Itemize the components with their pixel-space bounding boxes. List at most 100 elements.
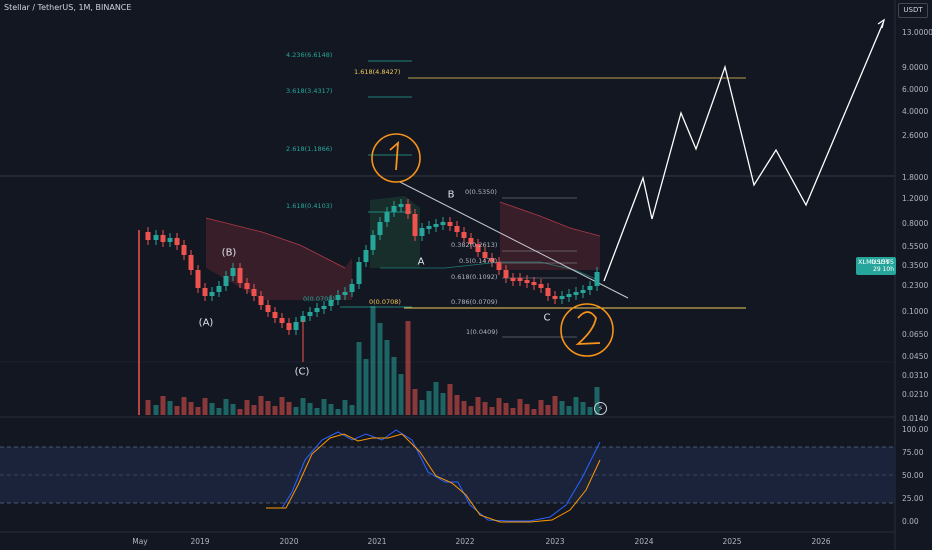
candle-body (300, 316, 306, 322)
volume-bar (391, 357, 397, 415)
candle-body (433, 224, 439, 227)
annotation-digit-2 (575, 311, 601, 346)
fib-label: 0(0.0708) (369, 298, 401, 306)
fib-label: 2.618(1.1866) (286, 145, 333, 153)
price-tick: 0.0140 (902, 414, 929, 423)
volume-bar (153, 405, 159, 415)
fib-label: 3.618(3.4317) (286, 87, 333, 95)
projection-arrowhead (877, 18, 886, 29)
candle-body (145, 232, 151, 240)
projection-path[interactable] (603, 22, 884, 282)
volume-bar (223, 399, 229, 415)
volume-bar (545, 405, 551, 415)
candle-body (160, 235, 166, 242)
candle-body (587, 286, 593, 290)
volume-bar (370, 306, 376, 415)
volume-bar (174, 406, 180, 415)
candle-body (482, 252, 488, 258)
time-tick: 2019 (190, 537, 210, 546)
candle-body (573, 292, 579, 295)
candle-body (202, 288, 208, 296)
volume-bar (160, 396, 166, 415)
volume-bar (468, 406, 474, 415)
volume-bar (594, 387, 600, 415)
candle-body (174, 238, 180, 245)
annotation-circle-1[interactable] (371, 133, 421, 183)
candle-body (286, 323, 292, 330)
candle-body (195, 270, 201, 288)
price-tick: 0.1000 (902, 307, 929, 316)
volume-bar (580, 402, 586, 415)
volume-bar (489, 407, 495, 415)
candle-body (398, 204, 404, 207)
volume-bar (587, 407, 593, 415)
candle-body (279, 318, 285, 323)
candle-body (517, 278, 523, 281)
volume-bar (356, 342, 362, 415)
volume-bar (251, 405, 257, 415)
candle-body (153, 235, 159, 240)
wave-label: (A) (198, 317, 214, 329)
candle-body (363, 250, 369, 262)
time-tick: 2023 (545, 537, 565, 546)
candle-body (461, 232, 467, 238)
volume-bar (377, 323, 383, 415)
oscillator-tick: 100.00 (902, 425, 929, 434)
annotation-circle-2[interactable] (560, 303, 614, 357)
candle-body (335, 295, 341, 300)
price-tick: 6.0000 (902, 85, 929, 94)
candle-body (209, 292, 215, 296)
chart-title[interactable]: Stellar / TetherUS, 1M, BINANCE (4, 3, 132, 12)
fib-label: 1.618(4.8427) (354, 68, 401, 76)
volume-bar (384, 340, 390, 415)
candle-body (328, 300, 334, 306)
volume-bar (195, 407, 201, 415)
oscillator-tick: 25.00 (902, 494, 924, 503)
volume-bar (335, 409, 341, 415)
candle-body (258, 296, 264, 305)
time-tick: 2026 (811, 537, 831, 546)
lightning-icon[interactable]: ⚡ (594, 402, 607, 415)
oscillator-tick: 0.00 (902, 517, 919, 526)
candle-body (293, 322, 299, 330)
candle-body (468, 238, 474, 244)
time-tick: 2021 (367, 537, 387, 546)
volume-bar (188, 402, 194, 415)
volume-bar (517, 399, 523, 415)
volume-bar (573, 397, 579, 415)
candle-body (384, 212, 390, 222)
volume-bars (145, 306, 600, 415)
time-tick: May (132, 537, 148, 546)
volume-bar (566, 406, 572, 415)
volume-bar (167, 401, 173, 415)
candle-body (321, 306, 327, 309)
currency-button[interactable]: USDT (898, 3, 928, 18)
time-tick: 2022 (455, 537, 475, 546)
cloud-band (500, 202, 600, 270)
time-tick: 2020 (279, 537, 299, 546)
price-tick: 9.0000 (902, 63, 929, 72)
volume-bar (300, 398, 306, 415)
candle-body (559, 296, 565, 299)
price-tick: 4.0000 (902, 107, 929, 116)
candle-body (594, 272, 600, 286)
trend-line[interactable] (399, 181, 629, 299)
price-tick: 0.3500 (902, 261, 929, 270)
candle-body (496, 262, 502, 270)
volume-bar (342, 400, 348, 415)
candle-body (356, 262, 362, 284)
oscillator-tick: 50.00 (902, 471, 924, 480)
volume-bar (538, 400, 544, 415)
volume-bar (244, 400, 250, 415)
candle-body (167, 238, 173, 242)
volume-bar (503, 403, 509, 415)
candle-body (566, 294, 572, 297)
wave-label: (C) (294, 366, 310, 378)
fib-label: 4.236(6.6148) (286, 51, 333, 59)
candle-body (251, 289, 257, 296)
candle-body (489, 258, 495, 262)
candle-body (181, 245, 187, 255)
volume-bar (293, 407, 299, 415)
volume-bar (524, 404, 530, 415)
